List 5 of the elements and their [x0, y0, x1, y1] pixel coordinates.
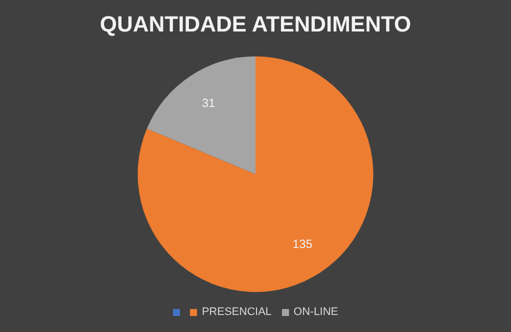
data-label: 135 [292, 237, 313, 252]
data-label: 31 [202, 96, 216, 110]
chart-title: QUANTIDADE ATENDIMENTO [100, 11, 412, 36]
legend-label: ON-LINE [294, 306, 338, 318]
legend-label: PRESENCIAL [202, 306, 272, 318]
